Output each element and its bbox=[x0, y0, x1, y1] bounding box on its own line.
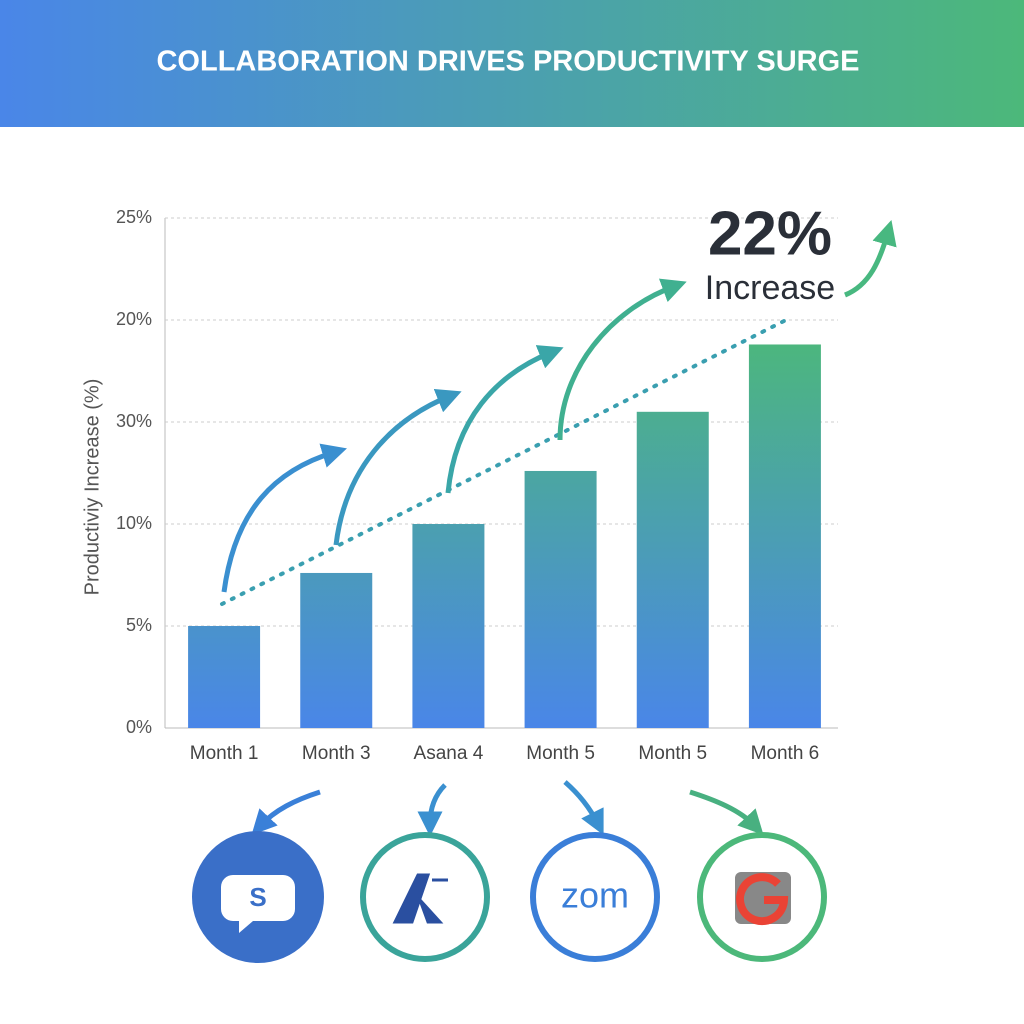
header bbox=[0, 0, 1024, 127]
icon-circle bbox=[360, 832, 490, 962]
y-tick-label: 0% bbox=[126, 717, 152, 737]
y-axis-label: Productiviy Increase (%) bbox=[81, 379, 103, 596]
x-tick-label: Month 5 bbox=[638, 743, 707, 764]
chart-title: COLLABORATION DRIVES PRODUCTIVITY SURGE bbox=[156, 46, 859, 78]
x-tick-label: Month 6 bbox=[751, 743, 820, 764]
google-g bbox=[736, 873, 789, 926]
plot: 0% 5% 10% 30% 20% 25% Month 1 Month 3 Asana 4 Mon… bbox=[116, 207, 838, 764]
icon-circle bbox=[530, 832, 660, 962]
bar bbox=[188, 626, 261, 728]
y-tick-label: 30% bbox=[116, 411, 152, 431]
bar bbox=[748, 344, 821, 728]
y-tick-label: 25% bbox=[116, 207, 152, 227]
x-tick-label: Asana 4 bbox=[414, 743, 484, 764]
bar bbox=[524, 470, 597, 728]
icons: S zom bbox=[192, 831, 827, 963]
chat-bubble bbox=[221, 875, 295, 933]
icon-label: zom bbox=[561, 875, 629, 916]
bar bbox=[412, 524, 485, 728]
arrows bbox=[221, 219, 897, 837]
bar bbox=[300, 572, 373, 728]
x-tick-label: Month 5 bbox=[526, 743, 595, 764]
y-tick-label: 5% bbox=[126, 615, 152, 635]
icon-circle bbox=[697, 832, 827, 962]
icon-label: S bbox=[249, 882, 266, 912]
annotation-value: 22% bbox=[708, 199, 832, 268]
icon-glyph bbox=[392, 873, 448, 924]
x-tick-label: Month 3 bbox=[302, 743, 371, 764]
annotation-text: Increase bbox=[705, 269, 835, 307]
y-tick-label: 20% bbox=[116, 309, 152, 329]
bar bbox=[636, 411, 709, 728]
x-tick-label: Month 1 bbox=[190, 743, 259, 764]
y-tick-label: 10% bbox=[116, 513, 152, 533]
trend-line bbox=[220, 316, 792, 606]
